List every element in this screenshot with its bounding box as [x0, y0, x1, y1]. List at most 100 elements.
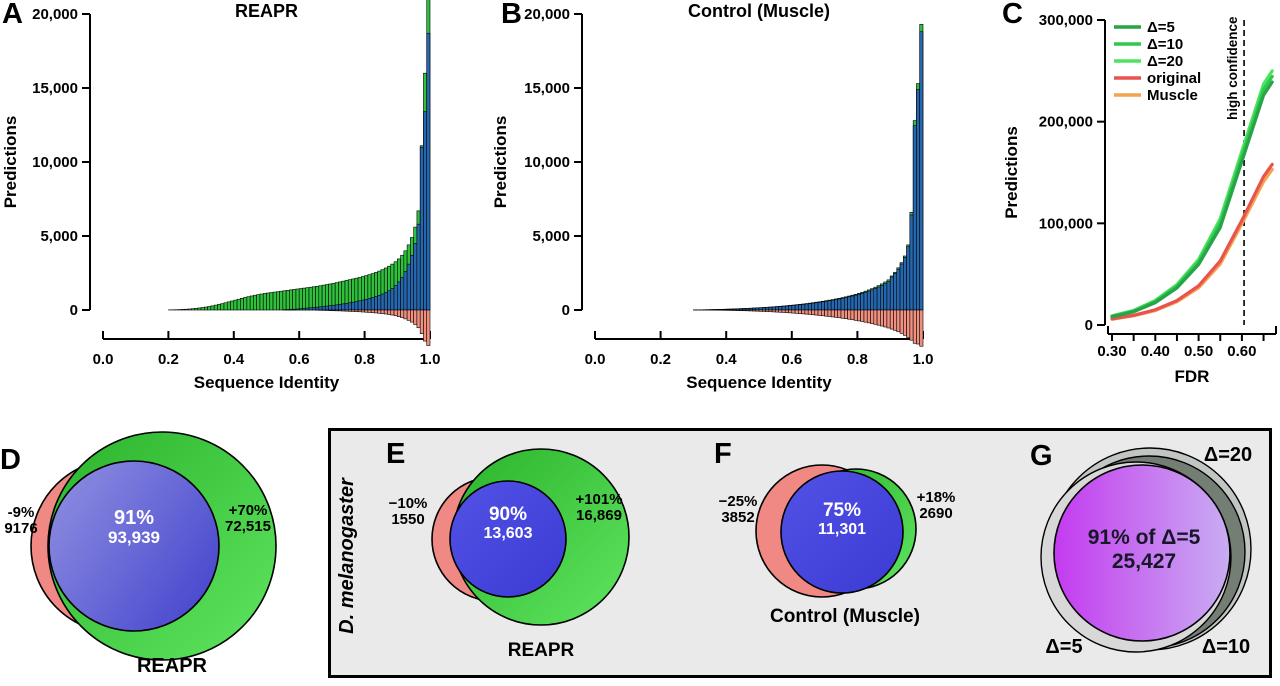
y-axis-title: Predictions	[491, 116, 510, 209]
venn-g-center-label: 91% of Δ=5 25,427	[1087, 526, 1201, 573]
x-axis-title: FDR	[1175, 367, 1210, 386]
venn-g-d20-label: Δ=20	[1203, 444, 1253, 466]
group-box-label: D. melanogaster	[336, 478, 358, 634]
panel-b-chart: Control (Muscle) 0 5,000 10,000 15,000 20,000…	[440, 0, 950, 400]
bars-salmon	[709, 309, 924, 347]
y-axis	[574, 13, 583, 311]
venn-d-right-label: +70% 72,515	[225, 502, 271, 535]
venn-d-overlap-circle	[48, 460, 220, 632]
high-confidence-label: high confidence	[1225, 16, 1240, 120]
venn-g-d10-label: Δ=10	[1201, 636, 1251, 658]
bars-blue	[693, 31, 924, 311]
venn-e-overlap-circle	[449, 480, 567, 598]
y-tick-label: 5,000	[40, 228, 78, 245]
x-tick-label: 0.8	[847, 351, 868, 368]
venn-g-d5-label: Δ=5	[1045, 636, 1083, 658]
line-Δ=10	[1110, 74, 1274, 318]
legend-label-Muscle: Muscle	[1147, 87, 1198, 104]
panel-g-letter: G	[1030, 440, 1053, 472]
x-axis	[594, 331, 924, 340]
bars-green	[693, 24, 924, 311]
x-tick-label: 0.2	[650, 351, 671, 368]
x-axis-title: Sequence Identity	[686, 373, 832, 392]
panel-f-letter: F	[714, 438, 732, 470]
venn-f-overlap-circle	[780, 470, 904, 594]
panel-e-letter: E	[386, 438, 406, 470]
y-tick-label: 20,000	[524, 6, 570, 23]
legend-label-Δ=20: Δ=20	[1147, 53, 1183, 70]
venn-d-left-label: -9% 9176	[4, 504, 38, 537]
y-tick-label: 0	[1085, 317, 1093, 334]
y-tick-label: 0	[562, 302, 570, 319]
panel-c-chart: 0 100,000 200,000 300,000 Predictions 0.30 0.4…	[995, 0, 1280, 400]
y-axis-title: Predictions	[1, 116, 20, 209]
x-axis	[102, 331, 431, 340]
hist-B: Control (Muscle) 0 5,000 10,000 15,000 20,000…	[491, 1, 934, 392]
venn-e-caption: REAPR	[507, 640, 575, 661]
line-Δ=5	[1110, 80, 1274, 319]
chart-title: Control (Muscle)	[688, 1, 830, 21]
y-tick-label: 10,000	[32, 154, 78, 171]
panel-g-venn	[1040, 447, 1252, 653]
panel-f-venn	[755, 464, 917, 598]
panel-d-venn	[30, 431, 277, 661]
line-original	[1110, 162, 1274, 321]
venn-d-center-label: 91% 93,939	[108, 507, 160, 547]
y-axis-title: Predictions	[1002, 126, 1021, 219]
hist-A: REAPR 0 5,000 10,000 15,000 20,000 Predictions…	[1, 0, 441, 392]
venn-g-overlap-circle	[1053, 464, 1231, 642]
line-Δ=20	[1110, 69, 1274, 318]
x-tick-label: 1.0	[420, 351, 441, 368]
x-tick-label: 0.6	[781, 351, 802, 368]
bars-salmon	[315, 309, 431, 346]
panel-c-letter: C	[1002, 0, 1023, 30]
venn-f-caption: Control (Muscle)	[770, 606, 920, 627]
x-tick-label: 0.60	[1227, 343, 1256, 360]
y-tick-label: 20,000	[32, 6, 78, 23]
y-tick-label: 10,000	[524, 154, 570, 171]
panel-b-letter: B	[501, 0, 522, 30]
x-tick-label: 0.0	[585, 351, 606, 368]
line-chart-C: 0 100,000 200,000 300,000 Predictions 0.30 0.4…	[1002, 12, 1277, 386]
venn-e-left-label: −10% 1550	[388, 495, 428, 528]
legend-label-Δ=10: Δ=10	[1147, 36, 1183, 53]
y-tick-label: 0	[70, 302, 78, 319]
venn-d-caption: REAPR	[136, 655, 207, 677]
venn-e-center-label: 90% 13,603	[483, 504, 533, 542]
x-tick-label: 0.0	[93, 351, 114, 368]
x-tick-label: 0.2	[158, 351, 179, 368]
bars-blue	[282, 32, 431, 311]
y-tick-label: 200,000	[1039, 114, 1093, 131]
panel-e-venn	[431, 448, 630, 626]
x-axis-title: Sequence Identity	[194, 373, 340, 392]
legend-label-original: original	[1147, 70, 1201, 87]
legend-label-Δ=5: Δ=5	[1147, 19, 1175, 36]
venn-e-right-label: +101% 16,869	[575, 491, 623, 524]
x-tick-label: 0.4	[716, 351, 738, 368]
venn-f-left-label: −25% 3852	[718, 493, 758, 526]
y-tick-label: 300,000	[1039, 12, 1093, 29]
panel-d-letter: D	[0, 444, 21, 476]
x-tick-label: 1.0	[913, 351, 934, 368]
y-axis	[82, 13, 91, 311]
venn-f-right-label: +18% 2690	[916, 489, 956, 522]
y-axis	[1097, 19, 1106, 326]
y-tick-label: 5,000	[532, 228, 570, 245]
x-tick-label: 0.40	[1141, 343, 1170, 360]
chart-title: REAPR	[235, 1, 298, 21]
x-tick-label: 0.30	[1097, 343, 1126, 360]
x-tick-label: 0.50	[1184, 343, 1213, 360]
y-tick-label: 15,000	[32, 80, 78, 97]
panel-a-chart: REAPR 0 5,000 10,000 15,000 20,000 Predictions…	[0, 0, 470, 400]
x-tick-label: 0.8	[354, 351, 375, 368]
panel-a-letter: A	[2, 0, 23, 30]
y-tick-label: 100,000	[1039, 215, 1093, 232]
x-tick-label: 0.6	[289, 351, 310, 368]
x-axis	[1107, 326, 1277, 341]
y-tick-label: 15,000	[524, 80, 570, 97]
bars-green	[168, 0, 431, 311]
venn-f-center-label: 75% 11,301	[817, 500, 867, 538]
line-Muscle	[1110, 167, 1274, 321]
